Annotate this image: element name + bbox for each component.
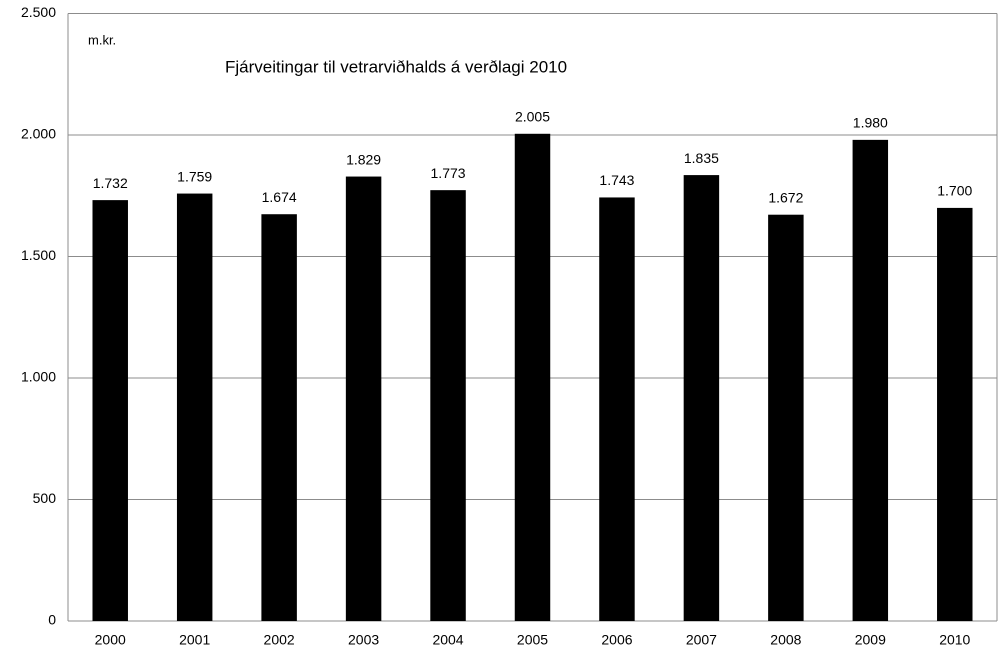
bar (683, 175, 720, 621)
x-tick-label: 2003 (348, 632, 379, 648)
x-tick-label: 2004 (432, 632, 463, 648)
x-tick-label: 2000 (95, 632, 126, 648)
y-tick-label: 0 (48, 612, 56, 628)
bar (599, 197, 635, 622)
bar (92, 200, 128, 621)
y-tick-label: 2.500 (21, 4, 56, 20)
value-label: 1.732 (93, 175, 128, 191)
y-tick-label: 500 (33, 490, 57, 506)
y-tick-label: 1.500 (21, 247, 56, 263)
x-tick-label: 2002 (264, 632, 295, 648)
x-tick-label: 2009 (855, 632, 886, 648)
bar (852, 139, 889, 622)
y-tick-label: 2.000 (21, 126, 56, 142)
value-label: 1.773 (431, 165, 466, 181)
value-label: 2.005 (515, 108, 550, 124)
value-label: 1.980 (853, 115, 888, 131)
x-tick-label: 2008 (770, 632, 801, 648)
value-label: 1.672 (768, 189, 803, 205)
value-label: 1.700 (937, 183, 972, 199)
chart-title: Fjárveitingar til vetrarviðhalds á verðl… (225, 57, 567, 76)
bar (768, 214, 804, 622)
bar (345, 176, 382, 622)
x-tick-label: 2007 (686, 632, 717, 648)
bar (937, 207, 973, 621)
value-label: 1.829 (346, 151, 381, 167)
x-tick-label: 2005 (517, 632, 548, 648)
unit-label: m.kr. (88, 32, 116, 47)
value-label: 1.759 (177, 168, 212, 184)
y-tick-label: 1.000 (21, 369, 56, 385)
x-tick-label: 2001 (179, 632, 210, 648)
x-tick-label: 2010 (939, 632, 970, 648)
value-label: 1.835 (684, 150, 719, 166)
value-label: 1.674 (262, 189, 297, 205)
bar (176, 193, 213, 622)
bar (514, 133, 551, 621)
value-label: 1.743 (599, 172, 634, 188)
bar (430, 190, 466, 621)
bar (261, 214, 297, 621)
x-tick-label: 2006 (601, 632, 632, 648)
